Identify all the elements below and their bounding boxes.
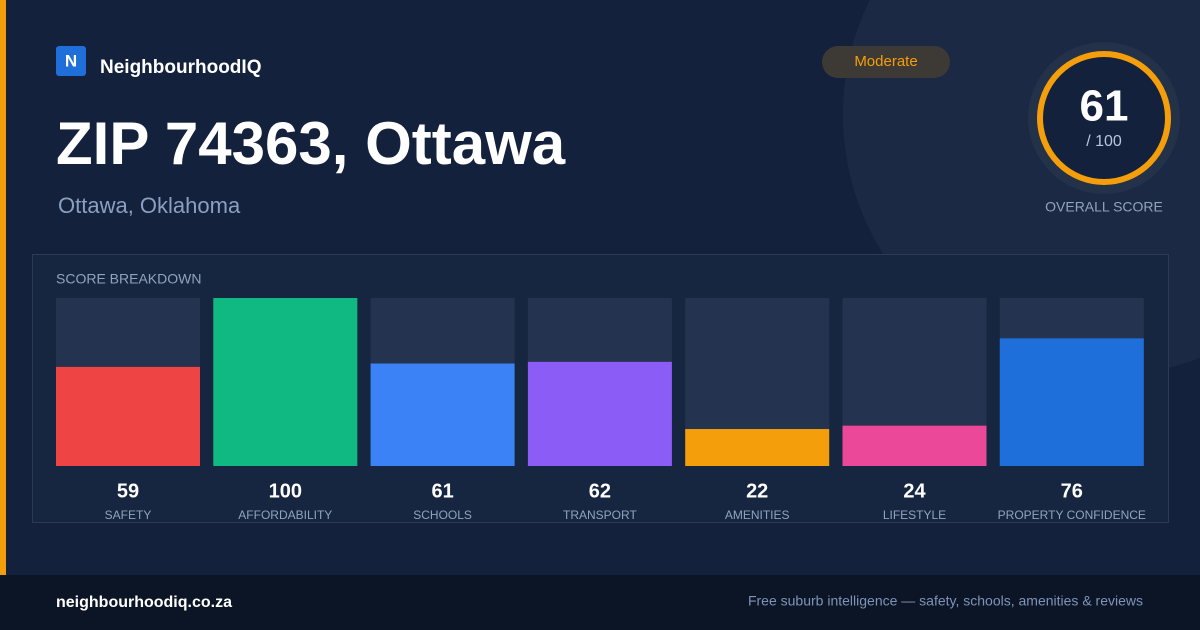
chart-title: SCORE BREAKDOWN <box>56 271 201 287</box>
category-label: AMENITIES <box>725 508 790 522</box>
category-label: LIFESTYLE <box>883 508 946 522</box>
value-label: 62 <box>589 480 611 502</box>
score-ring <box>1037 51 1171 185</box>
footer-tagline: Free suburb intelligence — safety, schoo… <box>748 593 1143 609</box>
accent-bar <box>0 0 6 575</box>
bar <box>370 363 515 466</box>
value-label: 61 <box>431 480 453 502</box>
logo <box>56 46 86 76</box>
bar <box>213 298 358 466</box>
bar <box>527 361 672 466</box>
bar <box>685 429 830 466</box>
category-label: SAFETY <box>105 508 152 522</box>
brand-name: NeighbourhoodIQ <box>100 57 261 78</box>
category-label: AFFORDABILITY <box>238 508 332 522</box>
badge <box>822 46 950 78</box>
subtitle: Ottawa, Oklahoma <box>58 193 241 218</box>
value-label: 22 <box>746 480 768 502</box>
bar <box>999 338 1144 466</box>
value-label: 59 <box>117 480 139 502</box>
value-label: 76 <box>1061 480 1083 502</box>
score-label: OVERALL SCORE <box>1045 199 1163 215</box>
score-max: / 100 <box>1086 133 1122 150</box>
bar <box>56 366 200 466</box>
value-label: 24 <box>903 480 926 502</box>
footer-site: neighbourhoodiq.co.za <box>56 594 232 611</box>
title: ZIP 74363, Ottawa <box>56 110 566 177</box>
value-label: 100 <box>269 480 302 502</box>
category-label: PROPERTY CONFIDENCE <box>998 508 1146 522</box>
score-value: 61 <box>1080 82 1129 131</box>
badge-text: Moderate <box>854 53 917 70</box>
category-label: SCHOOLS <box>413 508 472 522</box>
logo-letter: N <box>65 51 77 70</box>
bar <box>842 425 987 466</box>
category-label: TRANSPORT <box>563 508 637 522</box>
footer <box>0 575 1200 630</box>
